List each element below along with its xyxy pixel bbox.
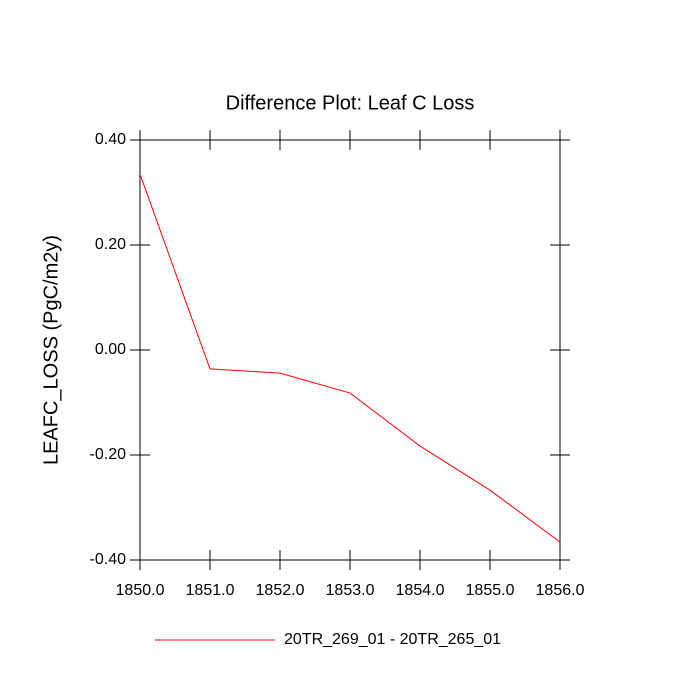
chart-title: Difference Plot: Leaf C Loss bbox=[226, 92, 475, 114]
data-line bbox=[139, 173, 561, 543]
x-tick-label: 1854.0 bbox=[396, 582, 445, 599]
x-tick-label: 1855.0 bbox=[466, 582, 515, 599]
y-tick-label: -0.20 bbox=[90, 446, 127, 463]
legend-label: 20TR_269_01 - 20TR_265_01 bbox=[284, 631, 501, 648]
y-axis-label: LEAFC_LOSS (PgC/m2y) bbox=[40, 235, 62, 465]
y-tick-label: 0.40 bbox=[95, 131, 126, 148]
x-tick-label: 1850.0 bbox=[116, 582, 165, 599]
x-tick-label: 1851.0 bbox=[186, 582, 235, 599]
y-tick-label: 0.20 bbox=[95, 236, 126, 253]
y-tick-label: -0.40 bbox=[90, 551, 127, 568]
y-tick-label: 0.00 bbox=[95, 341, 126, 358]
x-tick-label: 1853.0 bbox=[326, 582, 375, 599]
x-tick-label: 1852.0 bbox=[256, 582, 305, 599]
x-tick-label: 1856.0 bbox=[536, 582, 585, 599]
